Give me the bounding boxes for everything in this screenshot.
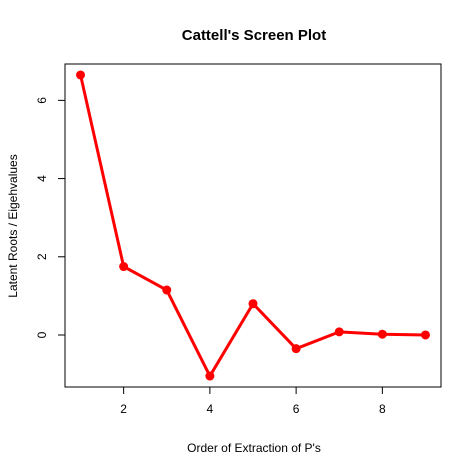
x-tick-label: 4	[207, 402, 214, 416]
data-point	[291, 344, 301, 354]
data-point	[205, 371, 215, 381]
chart-title: Cattell's Screen Plot	[182, 27, 326, 44]
data-point	[76, 70, 86, 80]
x-axis-label: Order of Extraction of P's	[187, 441, 321, 455]
x-tick-label: 8	[379, 402, 386, 416]
x-tick-label: 6	[293, 402, 300, 416]
data-point	[420, 330, 430, 340]
data-point	[377, 329, 387, 339]
axes: 2 4 6 8 0 2 4 6	[35, 97, 386, 416]
data-point	[248, 299, 258, 309]
y-tick-label: 0	[35, 331, 49, 338]
data-point	[334, 327, 344, 337]
y-tick-label: 2	[35, 253, 49, 260]
y-axis-label: Latent Roots / Eigehvalues	[6, 154, 20, 297]
series-line	[79, 74, 426, 378]
data-point	[162, 285, 172, 295]
plot-frame	[64, 63, 442, 388]
y-tick-label: 4	[35, 175, 49, 182]
series-group	[76, 70, 430, 381]
data-point	[119, 262, 129, 272]
x-tick-label: 2	[120, 402, 127, 416]
y-tick-label: 6	[35, 97, 49, 104]
